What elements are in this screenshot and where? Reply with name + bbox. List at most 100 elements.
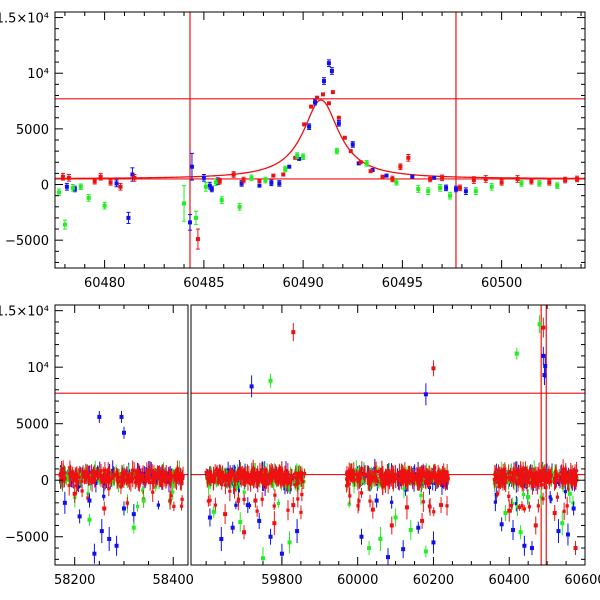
marker bbox=[115, 477, 119, 482]
marker bbox=[471, 178, 476, 183]
data-point-red bbox=[237, 473, 241, 480]
data-point-red bbox=[547, 179, 552, 186]
data-point-blue bbox=[209, 185, 214, 193]
marker bbox=[563, 178, 568, 183]
marker bbox=[563, 490, 567, 494]
marker bbox=[315, 95, 320, 100]
marker bbox=[182, 201, 187, 206]
data-point-blue bbox=[321, 77, 326, 85]
data-point-green bbox=[364, 160, 369, 167]
data-point-blue bbox=[257, 183, 262, 188]
marker bbox=[363, 473, 367, 477]
data-point-red bbox=[244, 475, 248, 487]
data-point-red bbox=[102, 501, 107, 516]
marker bbox=[215, 468, 219, 472]
marker bbox=[92, 551, 97, 556]
marker bbox=[108, 478, 112, 482]
marker bbox=[230, 470, 234, 475]
marker bbox=[156, 503, 161, 507]
marker bbox=[519, 181, 524, 186]
data-point-red bbox=[424, 474, 428, 489]
data-point-green bbox=[131, 521, 136, 534]
data-point-red bbox=[302, 469, 307, 479]
marker bbox=[237, 204, 242, 209]
data-point-red bbox=[122, 469, 126, 488]
marker bbox=[401, 474, 405, 479]
data-point-red bbox=[254, 468, 258, 489]
data-point-blue bbox=[514, 495, 518, 512]
data-point-red bbox=[176, 473, 180, 482]
marker bbox=[433, 472, 437, 476]
marker bbox=[74, 475, 78, 479]
marker bbox=[345, 470, 349, 474]
data-point-red bbox=[293, 155, 298, 160]
data-point-green bbox=[473, 187, 478, 196]
data-point-red bbox=[216, 478, 220, 487]
marker bbox=[98, 174, 103, 179]
data-point-red bbox=[160, 466, 164, 487]
data-point-blue bbox=[114, 535, 119, 556]
data-point-red bbox=[131, 470, 135, 488]
marker bbox=[152, 470, 156, 475]
marker bbox=[108, 471, 112, 475]
marker bbox=[62, 222, 67, 227]
data-point-red bbox=[436, 473, 441, 488]
data-point-red bbox=[342, 135, 347, 140]
marker bbox=[435, 479, 439, 483]
data-point-blue bbox=[87, 493, 92, 508]
data-point-red bbox=[356, 470, 360, 489]
data-point-green bbox=[249, 174, 254, 182]
data-point-green bbox=[301, 153, 306, 160]
data-point-red bbox=[435, 469, 440, 486]
data-point-red bbox=[130, 470, 134, 479]
marker bbox=[426, 189, 431, 194]
marker bbox=[178, 472, 183, 476]
marker bbox=[259, 477, 263, 481]
marker bbox=[269, 180, 274, 185]
marker bbox=[307, 124, 312, 129]
marker bbox=[446, 477, 450, 481]
marker bbox=[223, 483, 228, 487]
marker bbox=[235, 484, 239, 489]
marker bbox=[232, 478, 236, 482]
data-point-blue bbox=[350, 141, 355, 148]
marker bbox=[254, 476, 258, 480]
marker bbox=[133, 480, 137, 484]
marker bbox=[529, 179, 534, 184]
data-point-green bbox=[276, 499, 280, 508]
data-point-red bbox=[433, 464, 437, 484]
marker bbox=[81, 470, 85, 474]
data-point-blue bbox=[563, 484, 567, 499]
data-point-green bbox=[193, 210, 198, 226]
marker bbox=[176, 467, 180, 471]
marker bbox=[379, 471, 383, 475]
marker bbox=[85, 472, 89, 476]
marker bbox=[251, 475, 256, 479]
marker bbox=[272, 504, 276, 508]
marker bbox=[119, 475, 123, 479]
data-point-red bbox=[181, 466, 185, 485]
marker bbox=[102, 203, 107, 208]
marker bbox=[360, 478, 364, 482]
marker bbox=[111, 468, 115, 473]
data-point-red bbox=[349, 463, 353, 479]
marker bbox=[145, 468, 149, 473]
marker bbox=[416, 478, 420, 483]
data-point-red bbox=[380, 477, 384, 490]
marker bbox=[213, 503, 217, 507]
marker bbox=[237, 474, 241, 479]
marker bbox=[127, 479, 132, 483]
marker bbox=[114, 543, 119, 548]
data-point-red bbox=[299, 505, 303, 520]
marker bbox=[391, 470, 395, 474]
data-point-red bbox=[125, 497, 129, 509]
full-light-curve-panel: 58200584005980060000602006040060600−5000… bbox=[0, 304, 600, 588]
y-tick-label: 10⁴ bbox=[27, 67, 49, 82]
marker bbox=[429, 477, 433, 482]
marker bbox=[89, 470, 94, 474]
marker bbox=[236, 477, 240, 481]
data-point-red bbox=[59, 471, 63, 488]
data-point-red bbox=[111, 470, 116, 480]
marker bbox=[72, 491, 77, 496]
data-point-red bbox=[127, 472, 131, 484]
